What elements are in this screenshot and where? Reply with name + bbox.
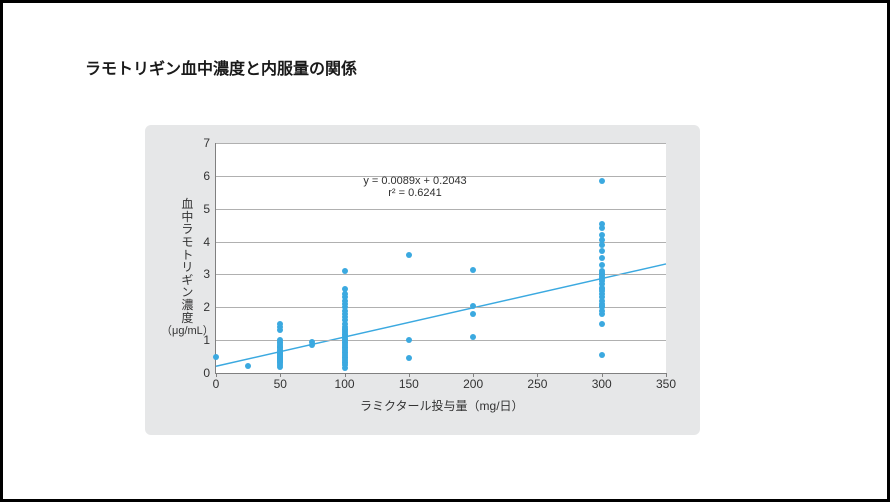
grid-line xyxy=(216,209,666,210)
x-tick-label: 0 xyxy=(213,373,220,391)
data-point xyxy=(342,268,348,274)
regression-equation: y = 0.0089x + 0.2043 r² = 0.6241 xyxy=(335,175,495,199)
data-point xyxy=(277,337,283,343)
data-point xyxy=(599,321,605,327)
data-point xyxy=(599,178,605,184)
equation-line-2: r² = 0.6241 xyxy=(335,187,495,199)
y-tick-label: 6 xyxy=(203,169,216,183)
data-point xyxy=(406,337,412,343)
data-point xyxy=(470,311,476,317)
data-point xyxy=(309,339,315,345)
grid-line xyxy=(216,143,666,144)
data-point xyxy=(599,232,605,238)
data-point xyxy=(470,303,476,309)
grid-line xyxy=(216,340,666,341)
data-point xyxy=(470,334,476,340)
data-point xyxy=(406,355,412,361)
x-tick-label: 200 xyxy=(463,373,483,391)
equation-line-1: y = 0.0089x + 0.2043 xyxy=(335,175,495,187)
x-tick-label: 250 xyxy=(527,373,547,391)
data-point xyxy=(342,286,348,292)
x-tick-label: 350 xyxy=(656,373,676,391)
x-tick-label: 50 xyxy=(274,373,287,391)
data-point xyxy=(406,252,412,258)
data-point xyxy=(213,354,219,360)
data-point xyxy=(599,262,605,268)
data-point xyxy=(599,352,605,358)
data-point xyxy=(599,255,605,261)
chart-panel: 01234567050100150200250300350 血中ラモトリギン濃度… xyxy=(145,125,700,435)
y-axis-label: 血中ラモトリギン濃度（μg/mL） xyxy=(161,183,214,353)
data-point xyxy=(277,321,283,327)
data-point xyxy=(245,363,251,369)
data-point xyxy=(599,268,605,274)
x-axis-label: ラミクタール投与量（mg/日） xyxy=(360,397,524,414)
x-tick-label: 100 xyxy=(335,373,355,391)
data-point xyxy=(599,221,605,227)
data-point xyxy=(470,267,476,273)
x-tick-label: 300 xyxy=(592,373,612,391)
page-title: ラモトリギン血中濃度と内服量の関係 xyxy=(85,55,357,79)
data-point xyxy=(599,248,605,254)
y-tick-label: 7 xyxy=(203,136,216,150)
x-tick-label: 150 xyxy=(399,373,419,391)
